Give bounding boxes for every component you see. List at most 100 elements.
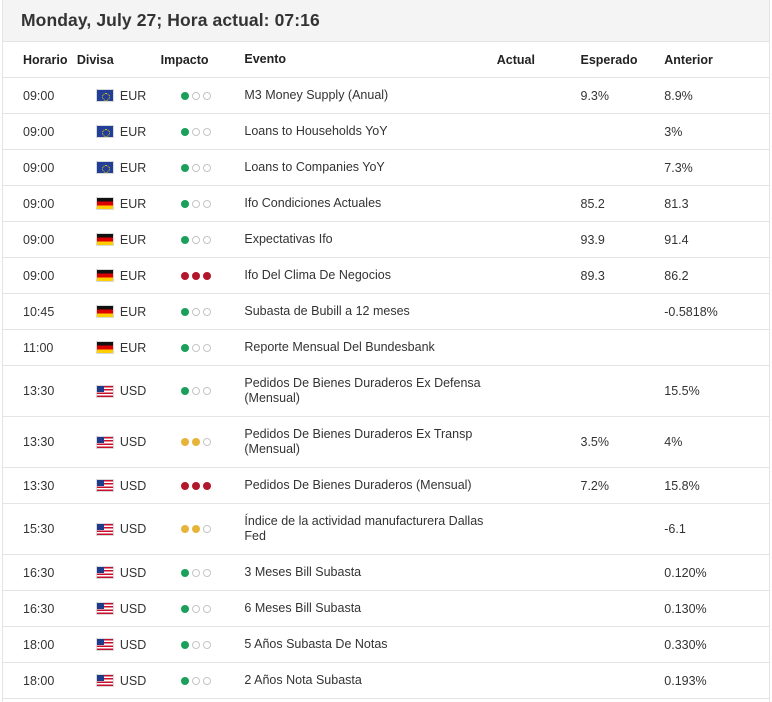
column-header-event[interactable]: Evento bbox=[244, 52, 287, 66]
currency-code: USD bbox=[119, 565, 147, 580]
impact-dot-icon bbox=[191, 127, 200, 136]
event-currency: EUR bbox=[77, 305, 161, 319]
event-name[interactable]: Loans to Households YoY bbox=[244, 124, 388, 138]
currency-code: EUR bbox=[119, 196, 147, 211]
event-impact bbox=[161, 438, 245, 446]
event-currency: EUR bbox=[77, 197, 161, 211]
impact-dot-icon bbox=[202, 438, 211, 446]
impact-dot-icon bbox=[180, 604, 189, 613]
currency-code: USD bbox=[119, 384, 147, 398]
impact-dot-icon bbox=[202, 199, 211, 208]
table-row[interactable]: 09:00 EUR Loans to Households YoY 3% bbox=[3, 114, 769, 150]
impact-indicator bbox=[180, 640, 214, 649]
event-previous: 15.5% bbox=[664, 384, 700, 398]
table-row[interactable]: 18:00 USD 5 Años Subasta De Notas 0.330% bbox=[3, 627, 769, 663]
column-header-previous[interactable]: Anterior bbox=[664, 52, 713, 67]
column-header-row: Horario Divisa Impacto Evento Actual Esp… bbox=[3, 42, 769, 78]
impact-dot-icon bbox=[202, 235, 211, 244]
currency-code: EUR bbox=[119, 268, 147, 283]
event-impact bbox=[161, 481, 245, 490]
impact-dot-icon bbox=[180, 568, 189, 577]
table-row[interactable]: 16:30 USD 6 Meses Bill Subasta 0.130% bbox=[3, 591, 769, 627]
impact-dot-icon bbox=[180, 481, 189, 490]
event-time: 13:30 bbox=[23, 384, 55, 398]
day-header: Monday, July 27; Hora actual: 07:16 bbox=[3, 0, 769, 42]
event-name[interactable]: Ifo Condiciones Actuales bbox=[244, 196, 382, 210]
currency-code: EUR bbox=[119, 304, 147, 319]
column-header-impact[interactable]: Impacto bbox=[160, 52, 209, 67]
table-row[interactable]: 13:30 USD Pedidos De Bienes Duraderos Ex T… bbox=[3, 417, 769, 468]
event-name[interactable]: Expectativas Ifo bbox=[244, 232, 333, 246]
table-row[interactable]: 13:30 USD Pedidos De Bienes Duraderos Ex D… bbox=[3, 366, 769, 417]
event-previous: 8.9% bbox=[664, 88, 693, 103]
impact-indicator bbox=[180, 235, 214, 244]
event-name[interactable]: Pedidos De Bienes Duraderos Ex Defensa (… bbox=[244, 376, 481, 405]
event-time: 09:00 bbox=[23, 88, 55, 103]
event-name[interactable]: M3 Money Supply (Anual) bbox=[244, 88, 389, 102]
event-name[interactable]: 3 Meses Bill Subasta bbox=[244, 565, 362, 579]
table-row[interactable]: 15:30 USD Índice de la actividad manufactu… bbox=[3, 504, 769, 555]
us-flag-icon bbox=[96, 603, 113, 614]
event-previous: 4% bbox=[664, 435, 683, 449]
event-name[interactable]: Índice de la actividad manufacturera Dal… bbox=[244, 514, 484, 543]
event-expected: 3.5% bbox=[580, 435, 610, 449]
event-name[interactable]: Ifo Del Clima De Negocios bbox=[244, 268, 391, 282]
column-header-actual[interactable]: Actual bbox=[496, 52, 535, 67]
impact-indicator bbox=[180, 343, 214, 352]
event-name[interactable]: Pedidos De Bienes Duraderos Ex Transp (M… bbox=[244, 427, 473, 456]
event-name[interactable]: 5 Años Subasta De Notas bbox=[244, 637, 388, 651]
impact-dot-icon bbox=[191, 676, 200, 685]
impact-indicator bbox=[180, 387, 214, 395]
impact-dot-icon bbox=[180, 525, 189, 533]
table-row[interactable]: 18:00 USD 2 Años Nota Subasta 0.193% bbox=[3, 663, 769, 699]
event-name[interactable]: 6 Meses Bill Subasta bbox=[244, 601, 362, 615]
event-name[interactable]: Loans to Companies YoY bbox=[244, 160, 385, 174]
event-name[interactable]: Subasta de Bubill a 12 meses bbox=[244, 304, 410, 318]
table-row[interactable]: 09:00 EUR M3 Money Supply (Anual) 9.3% 8.9% bbox=[3, 78, 769, 114]
event-time: 16:30 bbox=[23, 565, 55, 580]
event-currency: EUR bbox=[77, 125, 161, 139]
event-impact bbox=[161, 163, 245, 172]
eu-flag-icon bbox=[96, 162, 113, 173]
impact-dot-icon bbox=[202, 481, 211, 490]
event-name[interactable]: 2 Años Nota Subasta bbox=[244, 673, 362, 687]
currency-code: EUR bbox=[119, 160, 147, 175]
column-header-currency[interactable]: Divisa bbox=[76, 52, 114, 67]
event-impact bbox=[161, 343, 245, 352]
event-previous: 7.3% bbox=[664, 160, 693, 175]
germany-flag-icon bbox=[96, 270, 113, 281]
table-row[interactable]: 09:00 EUR Expectativas Ifo 93.9 91.4 bbox=[3, 222, 769, 258]
table-row[interactable]: 10:45 EUR Subasta de Bubill a 12 meses -0.5… bbox=[3, 294, 769, 330]
column-header-expected[interactable]: Esperado bbox=[580, 52, 638, 67]
column-header-time[interactable]: Horario bbox=[23, 52, 68, 67]
event-previous: 0.193% bbox=[664, 673, 707, 688]
event-previous: 81.3 bbox=[664, 196, 689, 211]
table-row[interactable]: 09:00 EUR Loans to Companies YoY 7.3% bbox=[3, 150, 769, 186]
impact-indicator bbox=[180, 271, 214, 280]
event-impact bbox=[161, 676, 245, 685]
event-name[interactable]: Pedidos De Bienes Duraderos (Mensual) bbox=[244, 478, 472, 492]
impact-indicator bbox=[180, 676, 214, 685]
impact-dot-icon bbox=[191, 568, 200, 577]
table-row[interactable]: 09:00 EUR Ifo Condiciones Actuales 85.2 81.3 bbox=[3, 186, 769, 222]
table-row[interactable]: 16:30 USD 3 Meses Bill Subasta 0.120% bbox=[3, 555, 769, 591]
impact-dot-icon bbox=[202, 525, 211, 533]
impact-dot-icon bbox=[191, 481, 200, 490]
impact-indicator bbox=[180, 481, 214, 490]
table-row[interactable]: 09:00 EUR Ifo Del Clima De Negocios 89.3 86.… bbox=[3, 258, 769, 294]
event-impact bbox=[161, 91, 245, 100]
table-row[interactable]: 11:00 EUR Reporte Mensual Del Bundesbank bbox=[3, 330, 769, 366]
event-previous: -6.1 bbox=[664, 522, 686, 536]
impact-dot-icon bbox=[191, 91, 200, 100]
event-time: 13:30 bbox=[23, 478, 55, 493]
impact-dot-icon bbox=[202, 271, 211, 280]
table-row[interactable]: 13:30 USD Pedidos De Bienes Duraderos (Men… bbox=[3, 468, 769, 504]
us-flag-icon bbox=[96, 639, 113, 650]
event-currency: USD bbox=[77, 566, 161, 580]
impact-dot-icon bbox=[191, 163, 200, 172]
event-currency: EUR bbox=[77, 89, 161, 103]
event-name[interactable]: Reporte Mensual Del Bundesbank bbox=[244, 340, 435, 354]
impact-dot-icon bbox=[191, 604, 200, 613]
event-time: 11:00 bbox=[23, 340, 54, 355]
